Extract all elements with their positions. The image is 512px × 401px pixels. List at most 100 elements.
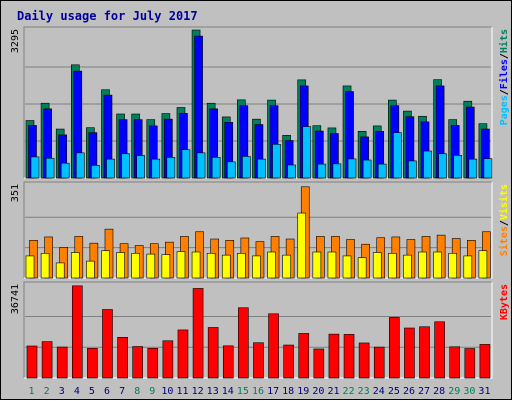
- bar-kbytes-day-17: [268, 313, 279, 379]
- x-tick-label-day-30: 30: [463, 386, 475, 397]
- bar-kbytes-day-7: [117, 337, 128, 379]
- x-tick-label-day-3: 3: [59, 386, 65, 397]
- x-tick-label-day-24: 24: [373, 386, 385, 397]
- x-tick-label-day-19: 19: [297, 386, 309, 397]
- bar-pages-day-29: [453, 155, 463, 179]
- bar-pages-day-19: [302, 126, 312, 179]
- bar-sites-day-22: [342, 255, 352, 279]
- bar-kbytes-day-24: [373, 346, 385, 379]
- x-tick-label-day-7: 7: [119, 386, 125, 397]
- legend-kbytes: KBytes: [499, 284, 510, 320]
- legend-entry: Hits: [498, 29, 510, 53]
- bar-sites-day-12: [191, 251, 201, 279]
- bar-sites-day-8: [131, 253, 140, 279]
- bar-sites-day-18: [282, 254, 291, 279]
- bar-kbytes-day-27: [419, 326, 430, 379]
- panel-border-dark: [23, 26, 492, 178]
- legend-entry: /: [499, 89, 510, 95]
- bar-kbytes-day-6: [102, 309, 113, 379]
- legend-entry: /: [499, 53, 510, 59]
- bar-pages-day-16: [257, 158, 266, 179]
- bar-kbytes-day-14: [222, 345, 234, 379]
- bar-pages-day-22: [347, 158, 357, 179]
- bar-kbytes-day-20: [313, 348, 325, 379]
- bar-sites-day-23: [357, 257, 367, 279]
- x-tick-label-day-4: 4: [74, 386, 80, 397]
- bar-kbytes-day-30: [464, 348, 476, 379]
- bar-kbytes-day-16: [253, 342, 264, 379]
- x-tick-label-day-28: 28: [433, 386, 445, 397]
- bar-pages-day-24: [377, 163, 387, 179]
- x-tick-label-day-12: 12: [192, 386, 204, 397]
- bar-pages-day-2: [45, 157, 55, 179]
- x-tick-label-day-20: 20: [312, 386, 324, 397]
- x-tick-label-day-15: 15: [237, 386, 249, 397]
- bar-kbytes-day-13: [207, 327, 219, 379]
- legend-hits-files-pages: Pages/Files/Hits: [498, 29, 510, 125]
- bar-pages-day-8: [136, 155, 145, 179]
- bar-kbytes-day-12: [192, 288, 204, 379]
- x-tick-label-day-6: 6: [104, 386, 110, 397]
- y-max-label: 36741: [10, 284, 21, 314]
- bar-kbytes-day-25: [389, 317, 400, 379]
- bar-pages-day-20: [317, 163, 327, 179]
- bar-pages-day-1: [30, 156, 40, 179]
- bar-kbytes-day-19: [298, 333, 310, 379]
- bar-sites-day-27: [418, 251, 427, 279]
- x-tick-label-day-11: 11: [176, 386, 188, 397]
- bar-sites-day-19: [297, 212, 307, 279]
- bar-kbytes-day-26: [404, 327, 415, 379]
- bar-pages-day-11: [181, 149, 191, 179]
- x-tick-label-day-2: 2: [44, 386, 50, 397]
- bar-sites-day-15: [237, 253, 246, 279]
- bar-kbytes-day-31: [479, 344, 491, 379]
- x-tick-label-day-18: 18: [282, 386, 294, 397]
- bar-sites-day-25: [388, 253, 397, 279]
- bar-sites-day-16: [252, 255, 261, 279]
- legend-entry: /: [499, 220, 510, 226]
- bar-sites-day-13: [206, 253, 216, 279]
- bar-pages-day-13: [211, 157, 221, 179]
- x-tick-label-day-26: 26: [403, 386, 415, 397]
- bar-pages-day-26: [408, 160, 417, 179]
- bar-kbytes-day-11: [177, 329, 189, 379]
- x-tick-label-day-27: 27: [418, 386, 430, 397]
- x-tick-label-day-17: 17: [267, 386, 279, 397]
- panel-border-dark: [23, 181, 492, 278]
- panel-kbytes: 36741 KBytes: [10, 281, 510, 379]
- bar-sites-day-7: [116, 252, 125, 279]
- chart-title: Daily usage for July 2017: [17, 9, 198, 23]
- x-tick-label-day-10: 10: [161, 386, 173, 397]
- bar-sites-day-4: [70, 252, 80, 279]
- bar-sites-day-11: [176, 251, 186, 279]
- bar-sites-day-30: [463, 255, 473, 279]
- bar-kbytes-day-15: [238, 307, 249, 379]
- legend-entry: KBytes: [499, 284, 510, 320]
- bar-kbytes-day-22: [343, 334, 355, 379]
- x-tick-label-day-9: 9: [149, 386, 155, 397]
- bar-sites-day-10: [161, 254, 171, 279]
- bar-kbytes-day-5: [87, 348, 98, 379]
- legend-entry: Files: [498, 59, 510, 89]
- x-tick-label-day-16: 16: [252, 386, 264, 397]
- x-tick-label-day-14: 14: [222, 386, 234, 397]
- x-tick-label-day-13: 13: [207, 386, 219, 397]
- bar-kbytes-day-21: [328, 333, 340, 379]
- x-tick-label-day-31: 31: [478, 386, 490, 397]
- legend-entry: Sites: [498, 226, 510, 256]
- bar-sites-day-20: [312, 251, 322, 279]
- x-tick-label-day-5: 5: [89, 386, 95, 397]
- bar-sites-day-1: [25, 255, 35, 279]
- bar-pages-day-28: [438, 153, 447, 179]
- bar-sites-day-21: [327, 251, 337, 279]
- y-max-label: 351: [10, 184, 21, 202]
- legend-entry: Pages: [499, 95, 510, 125]
- legend-visits-sites: Sites/Visits: [498, 184, 510, 256]
- bar-sites-day-3: [55, 262, 65, 279]
- y-max-label: 3295: [10, 29, 21, 53]
- x-tick-label-day-25: 25: [388, 386, 400, 397]
- legend-entry: Visits: [498, 184, 510, 220]
- x-tick-label-day-29: 29: [448, 386, 460, 397]
- bar-pages-day-7: [121, 153, 130, 179]
